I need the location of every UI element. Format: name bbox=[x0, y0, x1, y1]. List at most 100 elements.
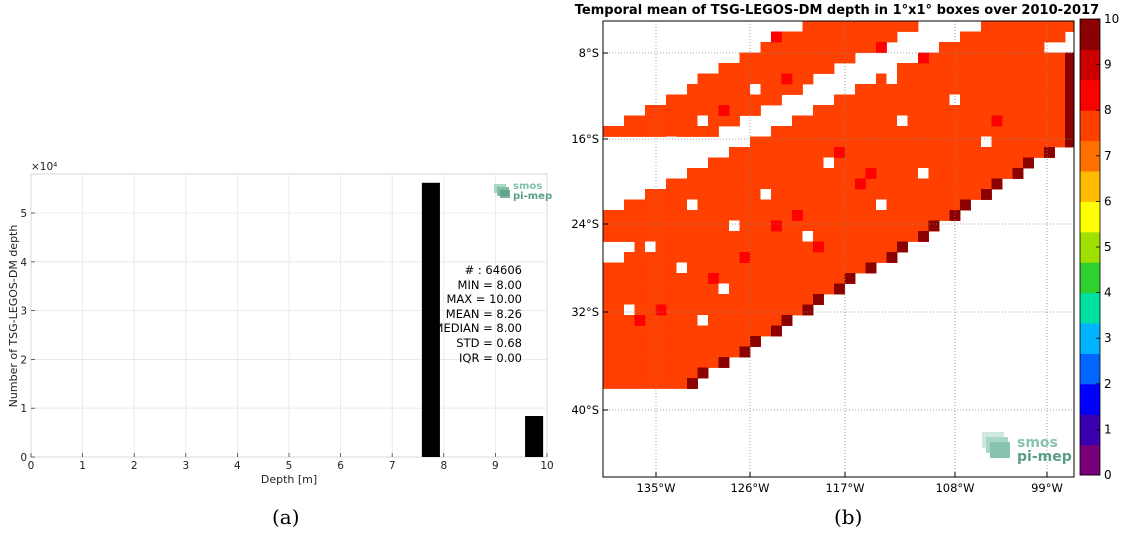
map-data-box bbox=[708, 325, 719, 337]
map-data-box bbox=[886, 231, 898, 242]
map-data-box bbox=[634, 252, 646, 263]
stat-min: MIN = 8.00 bbox=[457, 277, 522, 292]
map-data-box bbox=[634, 304, 646, 316]
map-data-box bbox=[865, 21, 877, 32]
map-data-box bbox=[603, 304, 614, 316]
map-data-box bbox=[1033, 115, 1045, 127]
map-data-box bbox=[876, 231, 887, 242]
map-data-box bbox=[676, 273, 688, 284]
map-data-box bbox=[603, 283, 614, 295]
map-data-box bbox=[876, 168, 887, 179]
colorbar-segment bbox=[1080, 79, 1100, 96]
colorbar-tick-label: 6 bbox=[1104, 194, 1112, 208]
map-data-box bbox=[1023, 31, 1034, 43]
map-data-box bbox=[918, 147, 929, 158]
map-data-box bbox=[750, 283, 761, 295]
map-data-box bbox=[624, 367, 635, 379]
map-data-box bbox=[729, 94, 740, 106]
map-data-box bbox=[939, 105, 950, 116]
map-data-box bbox=[876, 220, 887, 232]
map-data-box bbox=[886, 157, 898, 169]
map-data-box bbox=[729, 325, 740, 337]
map-latitude-labels: 8°S 16°S 24°S 32°S 40°S bbox=[571, 46, 599, 417]
map-data-box bbox=[708, 357, 719, 368]
map-data-box bbox=[645, 105, 656, 116]
map-data-box bbox=[634, 357, 646, 368]
map-data-box bbox=[792, 126, 803, 137]
map-data-box bbox=[718, 336, 730, 347]
map-data-box bbox=[729, 346, 740, 358]
map-data-box bbox=[981, 52, 992, 64]
map-data-box bbox=[855, 115, 866, 127]
map-data-box bbox=[708, 315, 719, 326]
map-data-box bbox=[823, 136, 835, 148]
map-data-box bbox=[760, 52, 772, 64]
map-empty-box bbox=[645, 178, 656, 189]
map-data-box bbox=[939, 94, 950, 106]
map-data-box bbox=[708, 115, 719, 127]
map-data-box bbox=[802, 199, 814, 211]
map-data-box bbox=[781, 126, 793, 137]
map-data-box bbox=[781, 220, 793, 232]
stat-median: MEDIAN = 8.00 bbox=[433, 321, 522, 336]
map-data-box bbox=[771, 283, 782, 295]
map-data-box bbox=[739, 168, 751, 179]
map-data-box bbox=[624, 357, 635, 368]
map-data-box bbox=[1012, 126, 1024, 137]
map-data-box bbox=[708, 336, 719, 347]
map-data-box bbox=[687, 346, 698, 358]
map-data-box bbox=[928, 157, 940, 169]
map-data-box bbox=[907, 73, 919, 85]
map-data-box bbox=[865, 210, 877, 221]
map-data-box bbox=[634, 210, 646, 221]
map-colorbar-labels: 0 1 2 3 4 5 6 7 8 9 10 bbox=[1104, 12, 1119, 482]
map-data-box bbox=[771, 273, 782, 284]
map-data-box bbox=[960, 63, 971, 74]
colorbar-segment bbox=[1080, 292, 1100, 309]
svg-text:pi-mep: pi-mep bbox=[513, 191, 552, 202]
map-data-box bbox=[729, 84, 740, 95]
map-data-box bbox=[687, 84, 698, 95]
map-data-box bbox=[991, 94, 1003, 106]
map-data-box bbox=[949, 147, 961, 158]
map-data-box bbox=[876, 178, 887, 190]
map-data-box bbox=[928, 94, 940, 106]
colorbar-segment bbox=[1080, 155, 1100, 172]
map-data-box bbox=[1065, 94, 1075, 106]
map-data-box bbox=[991, 168, 1003, 179]
map-data-box bbox=[949, 168, 961, 179]
colorbar-segment bbox=[1080, 368, 1100, 385]
map-data-box bbox=[718, 304, 730, 316]
map-data-box bbox=[750, 220, 761, 232]
map-data-box bbox=[676, 231, 688, 242]
map-data-box bbox=[981, 178, 992, 190]
colorbar-segment bbox=[1080, 231, 1100, 248]
map-data-box bbox=[634, 126, 646, 137]
map-data-box bbox=[981, 31, 992, 43]
map-data-box bbox=[928, 178, 940, 190]
map-data-box bbox=[655, 336, 667, 347]
map-data-box bbox=[1023, 157, 1034, 169]
map-chart: Temporal mean of TSG-LEGOS-DM depth in 1… bbox=[571, 3, 1119, 495]
map-data-box bbox=[1033, 52, 1045, 64]
map-data-box bbox=[939, 199, 950, 211]
colorbar-segment bbox=[1080, 186, 1100, 202]
map-data-box bbox=[687, 252, 698, 263]
map-data-box bbox=[897, 241, 908, 253]
map-data-box bbox=[939, 168, 950, 179]
map-data-box bbox=[991, 42, 1003, 53]
map-data-box bbox=[1023, 52, 1034, 64]
map-data-box bbox=[624, 273, 635, 284]
map-data-box bbox=[813, 52, 824, 64]
map-data-box bbox=[655, 231, 667, 242]
map-data-box bbox=[928, 63, 940, 74]
map-data-box bbox=[1002, 42, 1013, 53]
colorbar-segment bbox=[1080, 307, 1100, 324]
map-data-box bbox=[1054, 94, 1066, 106]
map-data-box bbox=[1012, 21, 1024, 32]
map-data-box bbox=[634, 346, 646, 358]
map-data-box bbox=[991, 84, 1003, 95]
map-data-box bbox=[813, 241, 824, 253]
map-data-box bbox=[760, 136, 772, 148]
